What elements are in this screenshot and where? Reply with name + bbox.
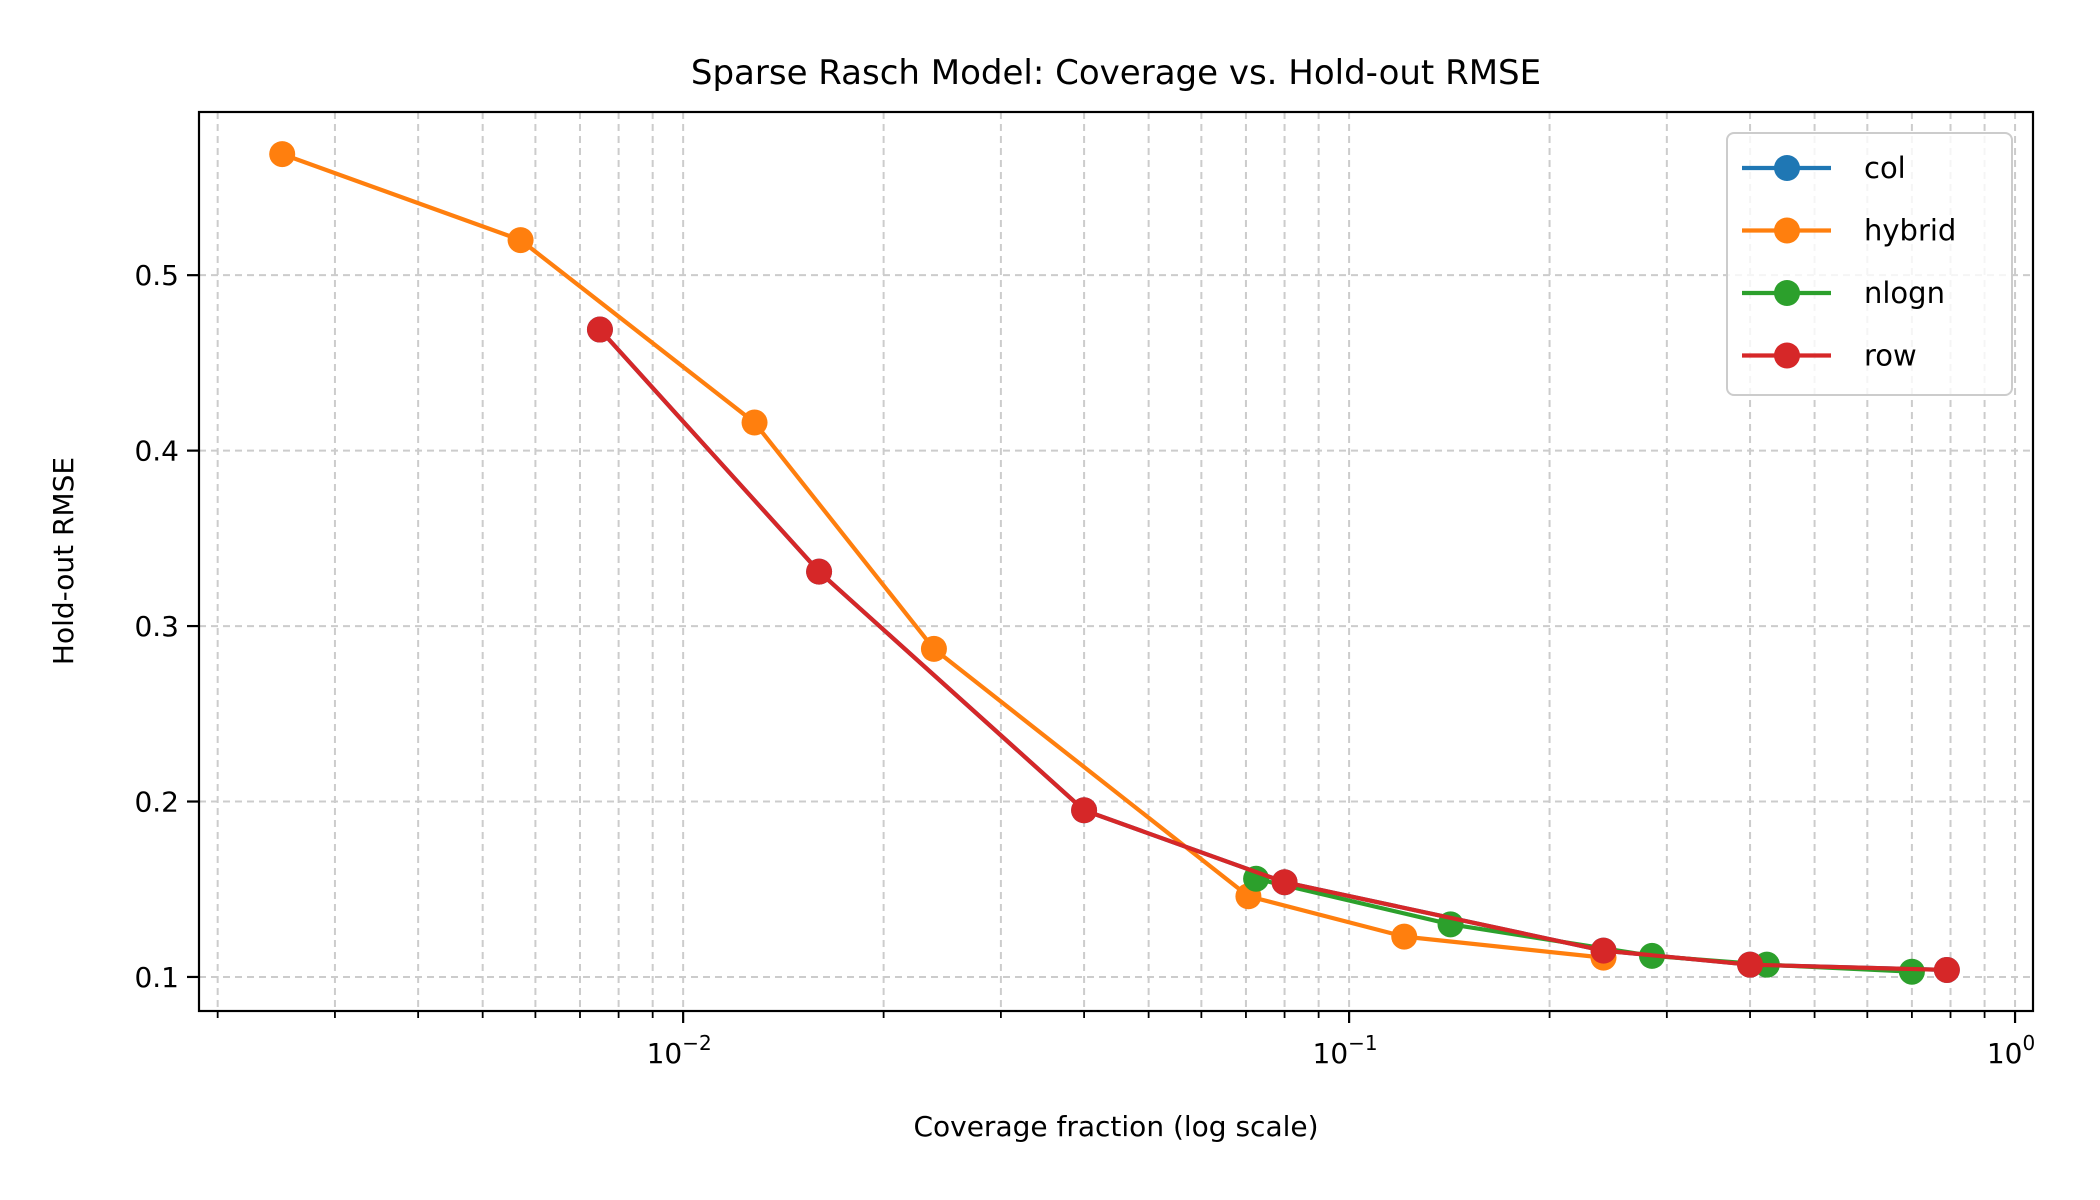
x-tick-label: 100	[1987, 1031, 2035, 1070]
data-point-hybrid	[741, 409, 768, 436]
y-tick-label: 0.3	[134, 610, 179, 643]
data-point-row	[806, 558, 833, 585]
data-point-row	[1737, 951, 1764, 978]
data-point-hybrid	[507, 227, 534, 254]
legend-entry-hybrid: hybrid	[1742, 214, 1956, 248]
legend-entry-row: row	[1742, 339, 1917, 373]
legend-entry-col: col	[1742, 151, 1906, 185]
legend-marker-nlogn	[1774, 280, 1800, 306]
y-tick-label: 0.5	[134, 259, 179, 292]
series-row	[586, 316, 1960, 983]
legend-label-hybrid: hybrid	[1864, 214, 1956, 248]
data-point-row	[1590, 937, 1617, 964]
data-point-hybrid	[1391, 923, 1418, 950]
series-layer	[269, 141, 1960, 985]
legend-marker-row	[1774, 342, 1800, 369]
y-tick-label: 0.4	[134, 435, 179, 468]
legend-label-col: col	[1864, 151, 1906, 185]
data-point-row	[1071, 797, 1098, 824]
x-tick-label: 10−1	[1313, 1031, 1378, 1070]
legend-entry-nlogn: nlogn	[1742, 276, 1945, 310]
legend-frame	[1726, 132, 2013, 396]
x-tick-label: 10−2	[647, 1031, 712, 1070]
legend-marker-col	[1774, 155, 1800, 181]
y-tick-label: 0.2	[134, 786, 179, 819]
legend-marker-hybrid	[1774, 217, 1800, 244]
grid	[199, 112, 2033, 1011]
legend-label-nlogn: nlogn	[1864, 276, 1945, 310]
data-point-row	[1271, 869, 1298, 896]
legend: col hybrid nlogn row	[1726, 132, 2013, 396]
ticks: 10−2 10−1 100 0.1 0.2 0.3 0.4 0.5	[134, 259, 2035, 1070]
x-axis-label: Coverage fraction (log scale)	[913, 1110, 1318, 1143]
data-point-hybrid	[269, 141, 296, 168]
data-point-row	[1933, 956, 1960, 983]
y-tick-label: 0.1	[134, 961, 179, 994]
axes-frame	[197, 110, 2035, 1013]
legend-label-row: row	[1864, 339, 1917, 373]
data-point-hybrid	[920, 635, 947, 662]
data-point-nlogn	[1898, 958, 1925, 985]
data-point-row	[586, 316, 613, 343]
chart-title: Sparse Rasch Model: Coverage vs. Hold-ou…	[691, 53, 1541, 93]
y-axis-label: Hold-out RMSE	[47, 457, 80, 665]
